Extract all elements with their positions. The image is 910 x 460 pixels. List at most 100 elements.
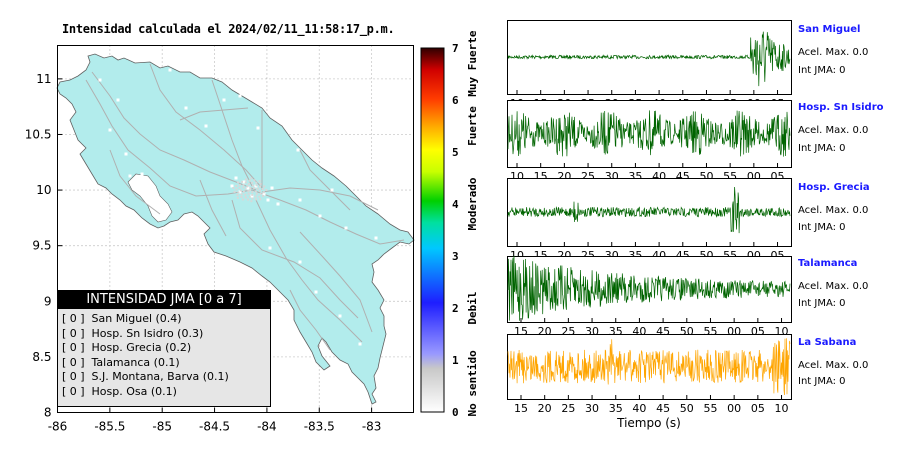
waveform-trace (507, 186, 791, 234)
town-marker (266, 198, 270, 202)
urban-marker (237, 181, 240, 184)
station-jma: Int JMA: 0 (798, 65, 846, 76)
station-name: Hosp. Sn Isidro (798, 102, 884, 113)
town-marker (128, 174, 132, 178)
colorbar-label: Moderado (466, 177, 479, 230)
station-jma: Int JMA: 0 (798, 376, 846, 387)
urban-marker (246, 185, 249, 188)
town-marker (184, 106, 188, 110)
town-marker (204, 124, 208, 128)
urban-marker (242, 183, 245, 186)
town-marker (238, 190, 242, 194)
town-marker (262, 192, 266, 196)
town-marker (298, 260, 302, 264)
legend-level: [ 0 ] (62, 355, 85, 369)
road-line (231, 199, 359, 319)
station-acel: Acel. Max. 0.0 (798, 47, 869, 58)
waveform-tick-label: 20 (538, 402, 552, 415)
waveform-xlabel: Tiempo (s) (616, 416, 681, 430)
colorbar-label: Fuerte (466, 106, 479, 146)
urban-marker (235, 188, 238, 191)
urban-marker (247, 183, 250, 186)
urban-marker (232, 187, 235, 190)
urban-marker (253, 187, 256, 190)
waveform-tick-label: 05 (751, 402, 765, 415)
town-marker (246, 186, 250, 190)
town-marker (298, 198, 302, 202)
station-name: La Sabana (798, 337, 857, 348)
urban-marker (240, 195, 243, 198)
town-marker (108, 128, 112, 132)
urban-marker (256, 187, 259, 190)
station-acel: Acel. Max. 0.0 (798, 125, 869, 136)
station-jma: Int JMA: 0 (798, 298, 846, 309)
waveform-tick-label: 00 (727, 402, 741, 415)
colorbar-tick: 5 (452, 146, 459, 159)
town-marker (268, 246, 272, 250)
town-marker (318, 214, 322, 218)
urban-marker (245, 178, 248, 181)
station-acel: Acel. Max. 0.0 (798, 281, 869, 292)
urban-marker (250, 200, 253, 203)
town-marker (374, 236, 378, 240)
y-tick-label: 8.5 (32, 350, 51, 364)
waveform-tick-label: 50 (680, 402, 694, 415)
map-title: Intensidad calculada el 2024/02/11_11:58… (62, 22, 395, 36)
urban-marker (263, 185, 266, 188)
town-marker (124, 152, 128, 156)
urban-marker (259, 198, 262, 201)
road-line (91, 71, 257, 191)
urban-marker (255, 192, 258, 195)
legend-text: San Miguel (0.4) (91, 312, 182, 325)
urban-marker (241, 180, 244, 183)
urban-marker (259, 189, 262, 192)
urban-marker (242, 190, 245, 193)
colorbar-tick: 3 (452, 250, 459, 263)
legend-row: [ 0 ] Hosp. Osa (0.1) (58, 385, 270, 400)
urban-marker (248, 195, 251, 198)
waveform-trace (507, 255, 791, 321)
urban-marker (258, 180, 261, 183)
urban-marker (233, 190, 236, 193)
urban-marker (251, 191, 254, 194)
waveform-tick-label: 30 (585, 402, 599, 415)
urban-marker (251, 181, 254, 184)
legend-level: [ 0 ] (62, 370, 85, 384)
colorbar-tick: 6 (452, 94, 459, 107)
colorbar-tick: 4 (452, 198, 459, 211)
x-tick-label: -83.5 (304, 420, 335, 434)
colorbar-tick: 1 (452, 354, 459, 367)
legend-row: [ 0 ] Talamanca (0.1) (58, 356, 270, 371)
town-marker (238, 94, 242, 98)
colorbar-labels: No sentido Debil Moderado Fuerte Muy Fuerte (466, 30, 479, 416)
urban-marker (262, 194, 265, 197)
y-tick-label: 9.5 (32, 239, 51, 253)
urban-marker (251, 184, 254, 187)
urban-marker (251, 193, 254, 196)
road-line (199, 179, 227, 237)
legend-text: S.J. Montana, Barva (0.1) (91, 370, 229, 384)
colorbar-tick: 2 (452, 302, 459, 315)
town-marker (358, 342, 362, 346)
town-marker (98, 78, 102, 82)
urban-marker (241, 198, 244, 201)
colorbar-gradient (420, 47, 445, 413)
colorbar-tick: 0 (452, 406, 459, 419)
station-acel: Acel. Max. 0.0 (798, 360, 869, 371)
urban-marker (238, 186, 241, 189)
legend-text: Hosp. Grecia (0.2) (91, 341, 192, 355)
town-marker (330, 188, 334, 192)
road-network (85, 63, 405, 351)
legend-row: [ 0 ] San Miguel (0.4) (58, 312, 270, 327)
urban-marker (253, 179, 256, 182)
station-name: Hosp. Grecia (798, 182, 870, 193)
x-tick-label: -85.5 (94, 420, 125, 434)
station-name: San Miguel (798, 24, 861, 35)
map-frame (57, 45, 414, 413)
waveform-tick-label: 15 (514, 402, 528, 415)
road-line (179, 107, 249, 121)
urban-marker (259, 185, 262, 188)
road-line (289, 289, 331, 351)
town-marker (338, 314, 342, 318)
urban-marker (247, 198, 250, 201)
